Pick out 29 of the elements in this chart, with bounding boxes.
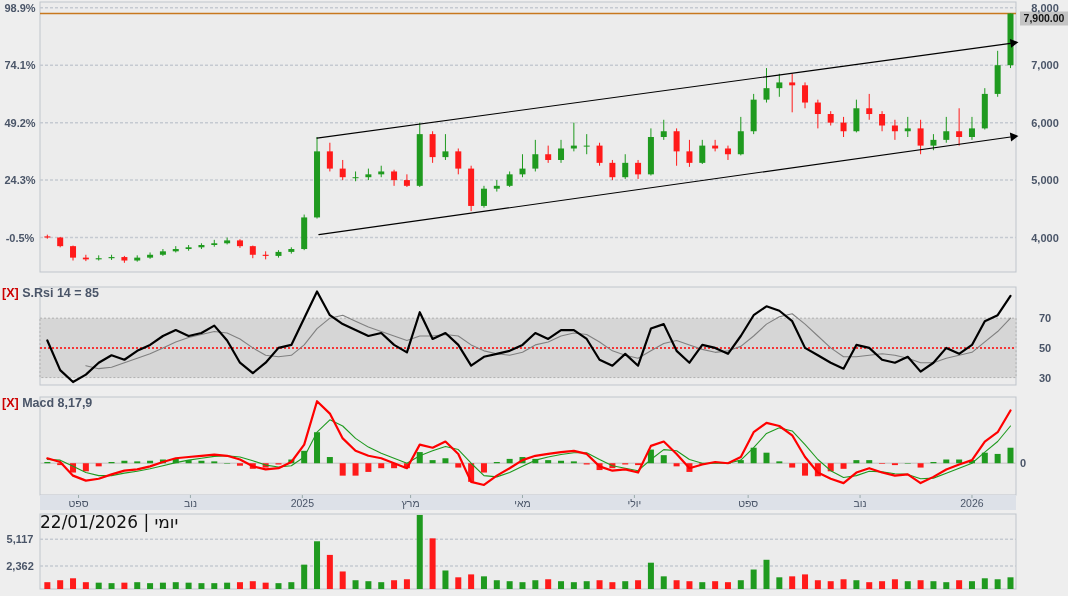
x-tick-label: נוב [183, 497, 197, 509]
y2-tick-label: -0.5% [5, 231, 35, 244]
chart-title: [X] Macd 8,17,9 [2, 396, 93, 410]
y2-tick-label: 49.2% [4, 116, 36, 129]
y-tick-label: 7,000 [1031, 59, 1059, 72]
y-tick-label: 8,000 [1031, 1, 1059, 14]
x-tick-label: מאי [514, 497, 531, 509]
y2-tick-label: 74.1% [4, 59, 36, 72]
x-tick-label: ספט [738, 497, 759, 509]
x-tick-label: יולי [627, 497, 642, 509]
y-tick-label: 2,362 [6, 559, 34, 572]
ref-line-label: 0 [1020, 457, 1027, 470]
x-tick-label: מרץ [401, 497, 420, 509]
y-tick-label: 5,117 [6, 533, 34, 546]
ref-line-label: 7,900.00 [1023, 12, 1065, 25]
y-tick-label: 50 [1038, 341, 1052, 354]
y2-tick-label: 98.9% [4, 1, 36, 14]
y-tick-label: 5,000 [1031, 174, 1059, 187]
annotation: יומי | 22/01/2026 [40, 512, 179, 532]
x-tick-label: 2026 [960, 497, 984, 509]
chart-title: [X] S.Rsi 14 = 85 [2, 286, 99, 300]
x-tick-label: ספט [68, 497, 89, 509]
x-tick-label: 2025 [290, 497, 315, 509]
y-tick-label: 30 [1038, 371, 1052, 384]
y2-tick-label: 24.3% [4, 174, 36, 187]
x-tick-label: נוב [853, 497, 867, 509]
y-tick-label: 4,000 [1031, 231, 1059, 244]
y-tick-label: 6,000 [1031, 116, 1059, 129]
y-tick-label: 70 [1038, 312, 1052, 325]
